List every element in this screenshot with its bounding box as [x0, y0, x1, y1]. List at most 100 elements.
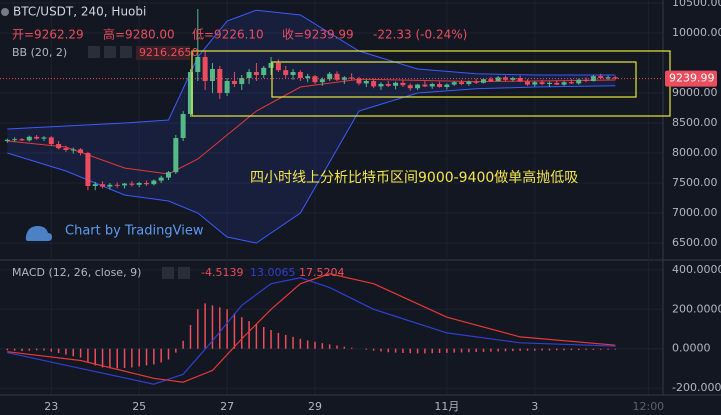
macd-label: MACD (12, 26, close, 9) — [12, 266, 141, 279]
macd-histogram-bar — [50, 348, 53, 352]
macd-histogram-bar — [394, 348, 397, 353]
close-icon[interactable] — [120, 46, 132, 58]
candle-body — [114, 184, 120, 186]
candle-body — [202, 57, 208, 81]
macd-histogram-bar — [248, 321, 250, 349]
low-label: 低=9226.10 — [192, 28, 264, 42]
candle-body — [539, 82, 545, 84]
macd-histogram-bar — [328, 344, 331, 349]
macd-histogram-bar — [402, 348, 404, 354]
candle-body — [231, 81, 237, 84]
y-tick-label: 8500.00 — [672, 116, 718, 129]
candle-body — [481, 79, 487, 83]
axes: 23 25 27 29 11月 3 12:00 10500.00 10000.00 9000.00… — [44, 0, 721, 413]
macd-eye-icon[interactable] — [162, 267, 174, 279]
candle-body — [4, 139, 10, 141]
candle-body — [107, 184, 113, 187]
macd-histogram-bar — [35, 348, 38, 351]
candle-body — [429, 84, 435, 87]
candle-body — [48, 137, 54, 144]
x-tick-label: 12:00 — [632, 400, 664, 413]
macd-histogram-bar — [321, 343, 324, 349]
macd-histogram-bar — [28, 348, 31, 351]
candle-body — [517, 78, 523, 82]
macd-histogram-bar — [65, 348, 67, 355]
y-tick-label: 0.0000 — [672, 342, 711, 355]
candle-body — [290, 72, 296, 75]
candle-body — [319, 79, 325, 83]
macd-histogram-bar — [453, 348, 455, 353]
candle-body — [334, 73, 340, 80]
macd-histogram-bar — [101, 348, 104, 368]
candle-body — [305, 76, 311, 78]
candle-body — [561, 82, 567, 85]
candle-body — [532, 82, 538, 85]
macd-histogram-bar — [519, 348, 521, 351]
macd-line — [7, 277, 616, 385]
macd-histogram-bar — [497, 348, 499, 352]
candle-body — [568, 82, 574, 84]
y-tick-label: 200.0000 — [672, 302, 721, 315]
bb-upper — [7, 9, 616, 130]
change-label: -22.33 (-0.24%) — [373, 28, 467, 42]
macd-histogram-bar — [175, 348, 177, 353]
candle-body — [422, 84, 428, 87]
candle-body — [407, 85, 413, 89]
candle-body — [554, 82, 560, 85]
candle-body — [187, 72, 193, 114]
last-price-tag — [665, 70, 717, 87]
macd-histogram-bar — [189, 325, 192, 349]
candle-body — [100, 184, 106, 187]
y-tick-label: -200.0000 — [672, 381, 721, 394]
candle-body — [502, 77, 508, 80]
symbol-icon — [1, 8, 9, 16]
macd-histogram-bar — [475, 348, 477, 353]
macd-histogram-bar — [548, 348, 551, 351]
candle-body — [63, 148, 69, 150]
candle-body — [385, 84, 391, 86]
macd-histogram-bar — [592, 348, 595, 350]
x-tick-label: 23 — [44, 400, 58, 413]
bb-lower — [7, 85, 616, 244]
candle-body — [268, 63, 274, 68]
macd-histogram-bar — [490, 348, 492, 352]
macd-histogram-bar — [578, 348, 580, 351]
candle-body — [19, 139, 25, 141]
y-tick-label: 9000.00 — [672, 86, 718, 99]
macd-histogram-bar — [57, 348, 60, 354]
candle-body — [371, 81, 377, 87]
candle-body — [92, 184, 98, 186]
macd-histogram-bar — [6, 348, 9, 351]
eye-icon[interactable] — [88, 46, 100, 58]
signal-value: 17.5204 — [299, 266, 345, 279]
candle-body — [393, 82, 399, 86]
watermark: Chart by TradingView — [65, 224, 204, 239]
candle-body — [34, 136, 40, 139]
plot — [0, 9, 663, 385]
candle-body — [473, 81, 479, 83]
settings-icon[interactable] — [104, 46, 116, 58]
tv-logo — [25, 226, 52, 241]
x-tick-label: 11月 — [434, 400, 459, 413]
macd-histogram-bar — [350, 347, 353, 349]
macd-histogram-bar — [284, 334, 287, 349]
macd-histogram-bar — [292, 336, 294, 349]
candle-body — [283, 70, 289, 75]
candle-body — [605, 77, 611, 79]
y-tick-label: 7000.00 — [672, 206, 718, 219]
macd-histogram-bar — [512, 348, 514, 352]
candle-body — [451, 82, 457, 85]
macd-histogram-bar — [541, 348, 543, 351]
macd-histogram-bar — [43, 348, 45, 351]
macd-histogram-bar — [87, 348, 89, 363]
y-tick-label: 10000.00 — [672, 26, 721, 39]
macd-histogram-bar — [614, 348, 617, 350]
last-price-label: 9239.99 — [669, 72, 715, 85]
y-tick-label: 10500.00 — [672, 0, 721, 9]
candle-body — [297, 72, 303, 78]
candle-body — [85, 153, 91, 186]
candle-body — [363, 81, 369, 84]
macd-histogram-bar — [226, 309, 228, 349]
macd-settings-icon[interactable] — [178, 267, 190, 279]
candle-body — [444, 84, 450, 87]
